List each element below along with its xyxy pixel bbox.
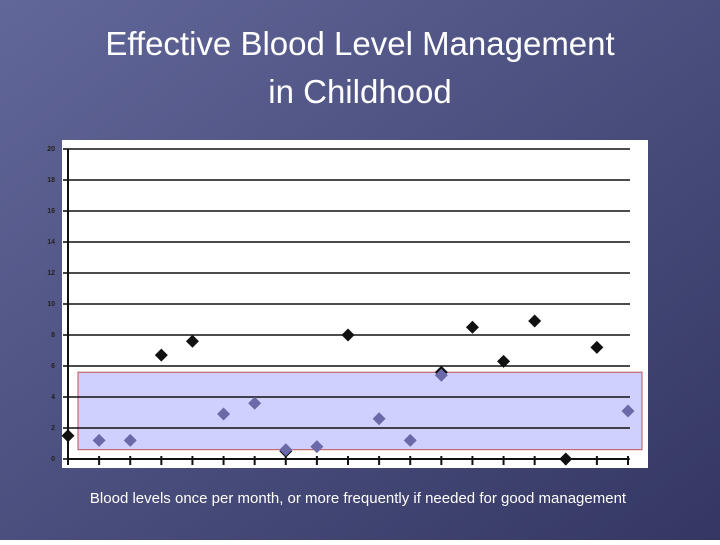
data-point: [341, 328, 355, 342]
data-point: [92, 433, 106, 447]
y-tick-label: 2: [51, 425, 55, 432]
data-point: [279, 443, 293, 457]
data-point: [310, 440, 324, 454]
y-tick-label: 0: [51, 456, 55, 463]
y-tick-label: 10: [47, 301, 55, 308]
data-point: [497, 354, 511, 368]
data-point: [465, 320, 479, 334]
y-tick-label: 4: [51, 394, 55, 401]
y-tick-label: 16: [47, 208, 55, 215]
y-tick-label: 14: [47, 239, 55, 246]
data-point: [559, 452, 573, 466]
y-tick-label: 6: [51, 363, 55, 370]
y-tick-label: 12: [47, 270, 55, 277]
target-band: [77, 371, 643, 451]
data-point: [403, 433, 417, 447]
data-point: [528, 314, 542, 328]
caption: Blood levels once per month, or more fre…: [90, 490, 627, 507]
y-tick-label: 8: [51, 332, 55, 339]
data-point: [154, 348, 168, 362]
y-tick-label: 18: [47, 177, 55, 184]
data-point: [217, 407, 231, 421]
data-point: [185, 334, 199, 348]
data-point: [123, 433, 137, 447]
data-point: [372, 412, 386, 426]
slide-title: Effective Blood Level Management in Child…: [105, 25, 614, 110]
data-point: [434, 368, 448, 382]
y-tick-label: 20: [47, 146, 55, 153]
data-point: [621, 404, 635, 418]
data-point: [61, 429, 75, 443]
data-point: [590, 340, 604, 354]
data-point: [248, 396, 262, 410]
